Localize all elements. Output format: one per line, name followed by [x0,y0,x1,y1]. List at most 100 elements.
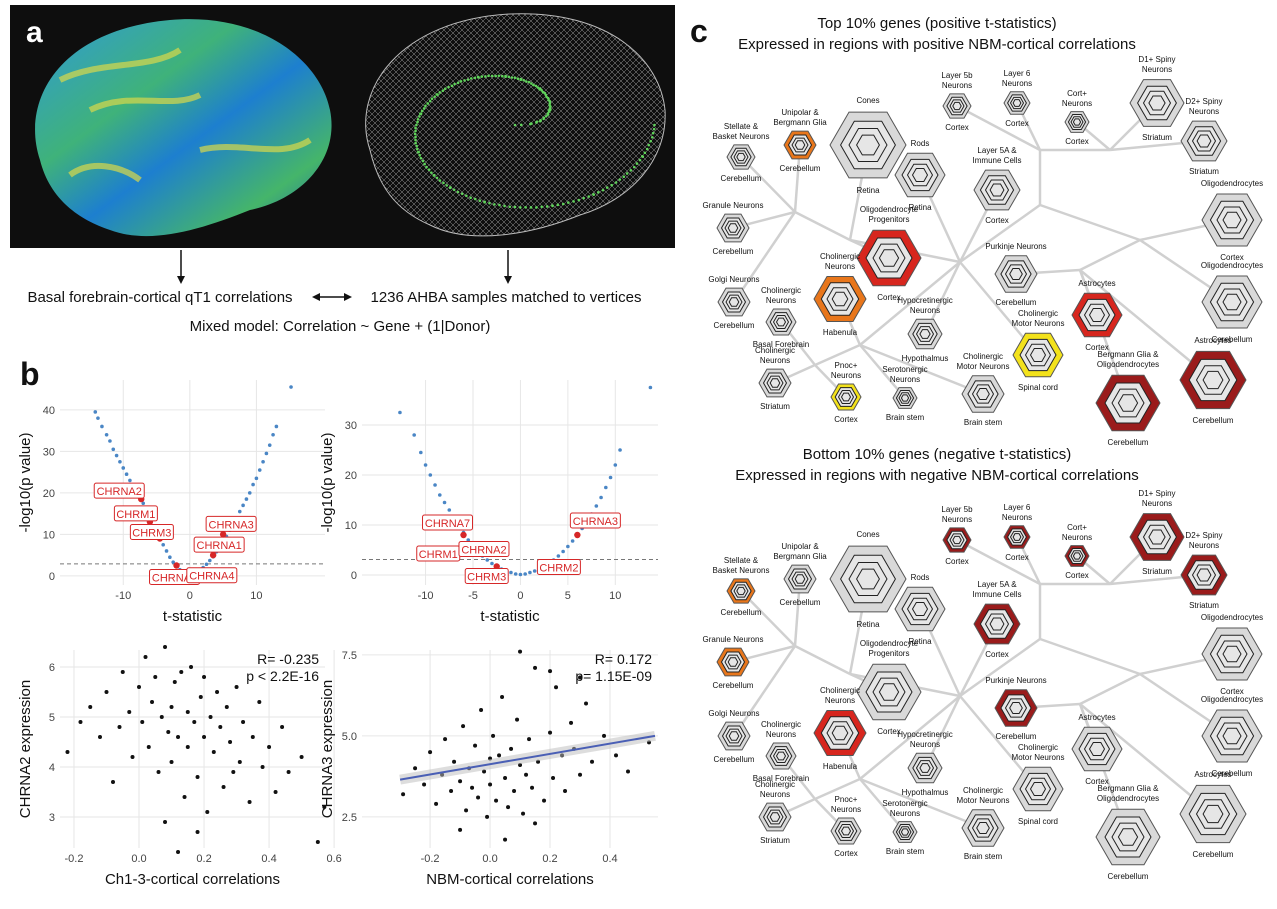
point [500,695,504,699]
sample-dot [416,121,419,124]
sample-dot [545,96,548,99]
x-tick-label: 0.0 [482,853,497,865]
node-label: Neurons [760,356,790,365]
point [255,477,259,481]
sample-dot [444,87,447,90]
sample-dot [514,124,517,127]
sample-dot [507,75,510,78]
point [176,735,180,739]
sample-dot [414,133,417,136]
node-label: Oligodendrocytes [1201,261,1263,270]
node-label: Cort+ [1067,523,1087,532]
node-label: Neurons [766,296,796,305]
point [280,725,284,729]
sample-dot [519,206,522,209]
sample-dot [465,194,468,197]
node-label: Immune Cells [973,156,1022,165]
node-label: Cones [856,96,879,105]
point [261,460,265,464]
gene-label: CHRNA3 [573,516,618,528]
y-tick-label: 5.0 [342,731,357,743]
node-label: Neurons [766,730,796,739]
node-label: Cholinergic [761,286,801,295]
point [595,504,599,508]
sample-dot [592,193,595,196]
node-region: Cerebellum [713,681,754,690]
point [196,830,200,834]
point [614,753,618,757]
point [521,812,525,816]
point [470,786,474,790]
point [140,720,144,724]
x-tick-label: 0 [187,590,193,602]
point [476,795,480,799]
point [196,775,200,779]
sample-dot [420,157,423,160]
node-label: Bergmann Glia [773,118,827,127]
sample-dot [597,191,600,194]
gene-label: CHRNA2 [461,545,506,557]
gene-label: CHRM1 [419,549,458,561]
point [199,695,203,699]
sample-dot [644,151,647,154]
point [275,425,279,429]
y-axis-title: CHRNA3 expression [319,680,336,818]
sample-dot [557,204,560,207]
node-label: Layer 5b [941,71,973,80]
sample-dot [436,93,439,96]
sample-dot [572,200,575,203]
point [261,765,265,769]
point [257,700,261,704]
point [163,645,167,649]
sample-dot [618,178,621,181]
sample-dot [606,186,609,189]
node-label: Neurons [760,790,790,799]
node-region: Cortex [1005,119,1029,128]
y-tick-label: 0 [351,570,357,582]
node-label: Motor Neurons [1012,319,1065,328]
sample-dot [538,88,541,91]
sample-dot [457,191,460,194]
point [398,411,402,415]
node-label: Hypocretinergic [897,296,953,305]
sample-dot [442,89,445,92]
point [248,491,252,495]
sample-dot [460,80,463,83]
sample-dot [453,83,456,86]
node-label: Progenitors [869,649,910,658]
sample-dot [438,91,441,94]
point [173,680,177,684]
sample-dot [424,105,427,108]
sample-dot [494,75,497,78]
point [131,755,135,759]
node-label: Astrocytes [1078,713,1115,722]
sample-dot [651,136,654,139]
node-label: Granule Neurons [703,201,764,210]
point [590,760,594,764]
y-tick-label: 2.5 [342,812,357,824]
node-region: Cerebellum [1193,416,1234,425]
point [165,549,169,553]
sample-dot [422,160,425,163]
sample-dot [474,77,477,80]
node-label: D2+ Spiny [1185,531,1222,540]
sample-dot [457,82,460,85]
gene-label: CHRM3 [132,528,171,540]
point [192,720,196,724]
node-label: Hypocretinergic [897,730,953,739]
sample-dot [433,174,436,177]
sample-dot [421,110,424,113]
panel-label: c [690,13,708,49]
x-tick-label: 5 [565,590,571,602]
node-label: Layer 5b [941,505,973,514]
sample-dot [423,163,426,166]
node-label: Pnoc+ [835,795,858,804]
point [491,734,495,738]
gene-label: CHRNA2 [97,486,142,498]
point [533,569,537,573]
point [447,508,451,512]
y-tick-label: 10 [345,520,357,532]
node-region: Cerebellum [721,608,762,617]
point [166,730,170,734]
point [506,805,510,809]
